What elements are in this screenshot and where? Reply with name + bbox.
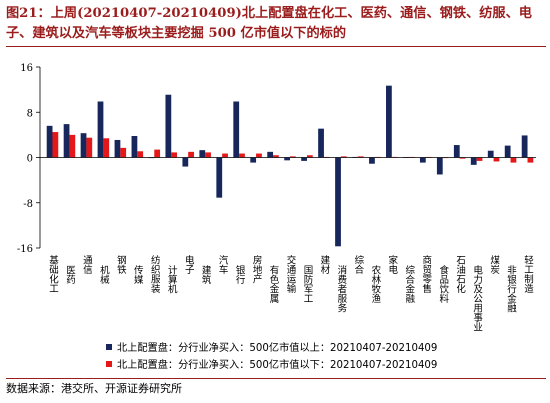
x-tick-label-28: 轻工制造 [522,254,534,294]
x-tick-label-27: 非银行金融 [505,264,517,313]
bar-above-27 [504,145,511,158]
bar-below-1 [69,134,76,158]
bar-below-3 [103,138,110,158]
legend-swatch-below [106,361,112,367]
bar-above-12 [250,157,257,163]
legend-label-below: 北上配置盘：分行业净买入：500亿市值以下：20210407-20210409 [117,360,438,371]
bar-below-13 [273,155,279,158]
bar-below-17 [340,156,347,158]
x-tick-label-23: 食品饮料 [437,264,449,304]
x-tick-label-20: 家电 [386,254,398,274]
bar-above-14 [284,157,290,161]
x-tick-label-18: 综合 [352,254,364,275]
x-tick-label-14: 交通运输 [285,254,297,294]
bar-above-19 [369,157,375,164]
bar-below-28 [527,157,534,163]
x-tick-label-21: 综合金融 [403,264,415,304]
bar-above-1 [63,124,70,158]
bar-below-15 [306,155,313,158]
bar-below-26 [493,157,500,162]
bar-above-16 [318,128,324,158]
x-tick-label-1: 医药 [64,265,76,285]
y-tick-label-1: -8 [23,199,33,210]
bar-below-27 [510,157,517,163]
bar-above-24 [453,145,460,158]
bar-above-2 [80,133,87,158]
legend-swatch-above [106,344,112,350]
legend-label-above: 北上配置盘：分行业净买入：500亿市值以上：20210407-20210409 [117,343,438,354]
x-tick-label-10: 汽车 [217,254,229,275]
bar-below-5 [137,151,144,158]
x-tick-label-15: 国防军工 [301,265,313,303]
x-tick-label-13: 有色金属 [268,264,280,304]
bar-above-25 [470,157,477,165]
x-tick-label-26: 煤炭 [488,254,500,275]
bar-above-10 [216,157,223,198]
bar-above-8 [182,157,189,167]
x-tick-label-0: 基础化工 [47,254,59,293]
x-tick-label-22: 商贸零售 [420,254,432,294]
bar-above-26 [487,150,494,158]
bar-above-22 [419,157,426,163]
x-tick-label-3: 机械 [98,264,110,285]
x-tick-label-11: 银行 [234,264,246,285]
x-tick-label-25: 电力及公用事业 [471,264,483,331]
legend-item-above: 北上配置盘：分行业净买入：500亿市值以上：20210407-20210409 [106,342,437,356]
x-tick-label-17: 消费者服务 [335,264,347,313]
bar-above-4 [114,139,121,158]
bar-above-0 [46,125,53,158]
bar-above-23 [436,157,443,175]
bar-below-0 [52,132,59,158]
bar-below-10 [222,153,228,158]
bar-below-9 [205,152,211,158]
x-tick-label-2: 通信 [81,255,93,275]
bar-below-24 [459,157,466,159]
bar-below-11 [239,153,245,158]
bar-below-2 [86,137,93,158]
x-tick-label-19: 农林牧渔 [369,264,381,303]
x-tick-label-24: 石油石化 [454,255,466,294]
x-tick-label-5: 传媒 [132,264,144,285]
source-note: 数据来源：港交所、开源证券研究所 [6,382,182,395]
y-tick-label-4: 16 [20,63,33,74]
bar-above-13 [267,151,274,158]
source-rule [6,378,546,379]
bar-above-28 [521,135,528,158]
bar-above-15 [301,157,307,161]
bar-below-8 [188,151,194,158]
x-tick-label-12: 房地产 [251,254,263,284]
legend-item-below: 北上配置盘：分行业净买入：500亿市值以下：20210407-20210409 [106,359,437,373]
x-tick-label-7: 计算机 [166,264,178,294]
y-tick-label-2: 0 [27,154,33,165]
x-tick-label-8: 电子 [183,254,195,274]
bar-below-4 [120,147,127,158]
bar-above-17 [335,157,341,247]
chart-title: 图21：上周(20210407-20210409)北上配置盘在化工、医药、通信、… [6,6,532,41]
y-tick-label-3: 8 [27,108,33,119]
bar-below-6 [154,149,161,158]
bar-below-12 [256,153,262,158]
x-tick-label-9: 建筑 [200,264,212,285]
bar-above-20 [386,85,392,158]
bar-above-11 [233,101,240,158]
bar-below-18 [357,156,364,158]
bar-below-7 [171,152,178,158]
title-rule [6,46,546,47]
x-tick-label-16: 建材 [318,254,330,274]
bar-above-9 [199,150,206,158]
bar-above-3 [97,101,104,158]
bar-below-14 [290,156,296,158]
y-tick-label-0: -16 [17,244,33,255]
x-tick-label-4: 钢铁 [115,254,127,275]
bar-above-5 [131,136,138,158]
bar-above-7 [165,94,172,158]
x-tick-label-6: 纺织服装 [149,254,161,294]
bar-below-25 [476,157,483,161]
